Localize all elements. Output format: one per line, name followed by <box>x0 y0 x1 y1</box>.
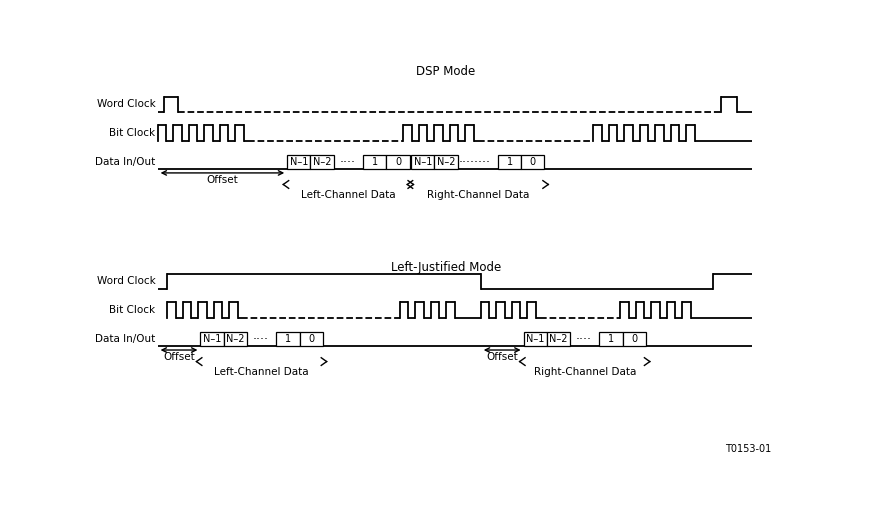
Text: Left-Channel Data: Left-Channel Data <box>301 190 395 200</box>
Text: 0: 0 <box>308 334 314 344</box>
Text: ····: ···· <box>253 333 269 346</box>
Bar <box>276 332 300 346</box>
Bar <box>623 332 646 346</box>
Text: Bit Clock: Bit Clock <box>109 305 155 315</box>
Bar <box>200 332 224 346</box>
Text: Data In/Out: Data In/Out <box>95 157 155 167</box>
Text: N–1: N–1 <box>414 157 432 167</box>
Bar <box>310 155 334 169</box>
Text: 0: 0 <box>530 157 536 167</box>
Bar <box>411 155 435 169</box>
Bar <box>523 332 547 346</box>
Text: N–2: N–2 <box>226 334 245 344</box>
Text: Right-Channel Data: Right-Channel Data <box>427 190 529 200</box>
Text: N–2: N–2 <box>313 157 331 167</box>
Text: 1: 1 <box>507 157 513 167</box>
Text: Data In/Out: Data In/Out <box>95 334 155 344</box>
Bar <box>287 155 310 169</box>
Bar <box>363 155 387 169</box>
Bar <box>224 332 246 346</box>
Text: Bit Clock: Bit Clock <box>109 128 155 138</box>
Bar <box>387 155 409 169</box>
Bar <box>521 155 544 169</box>
Bar <box>599 332 623 346</box>
Bar <box>547 332 570 346</box>
Text: N–2: N–2 <box>436 157 456 167</box>
Bar <box>498 155 521 169</box>
Text: Offset: Offset <box>163 352 195 362</box>
Text: Word Clock: Word Clock <box>97 277 155 286</box>
Text: N–1: N–1 <box>526 334 544 344</box>
Text: Left-Justified Mode: Left-Justified Mode <box>391 262 501 275</box>
Text: N–1: N–1 <box>289 157 308 167</box>
Text: Offset: Offset <box>206 175 239 185</box>
Text: 0: 0 <box>631 334 638 344</box>
Text: DSP Mode: DSP Mode <box>416 65 476 78</box>
Text: ········: ········ <box>459 156 490 169</box>
Bar <box>435 155 457 169</box>
Text: 0: 0 <box>395 157 401 167</box>
Text: ····: ···· <box>576 333 592 346</box>
Text: T0153-01: T0153-01 <box>726 444 772 454</box>
Text: N–2: N–2 <box>549 334 568 344</box>
Text: 1: 1 <box>285 334 291 344</box>
Text: Left-Channel Data: Left-Channel Data <box>214 367 309 377</box>
Text: 1: 1 <box>372 157 378 167</box>
Text: N–1: N–1 <box>203 334 221 344</box>
Text: 1: 1 <box>608 334 614 344</box>
Bar <box>300 332 323 346</box>
Text: Right-Channel Data: Right-Channel Data <box>534 367 636 377</box>
Text: Offset: Offset <box>486 352 518 362</box>
Text: ····: ···· <box>340 156 355 169</box>
Text: Word Clock: Word Clock <box>97 99 155 110</box>
